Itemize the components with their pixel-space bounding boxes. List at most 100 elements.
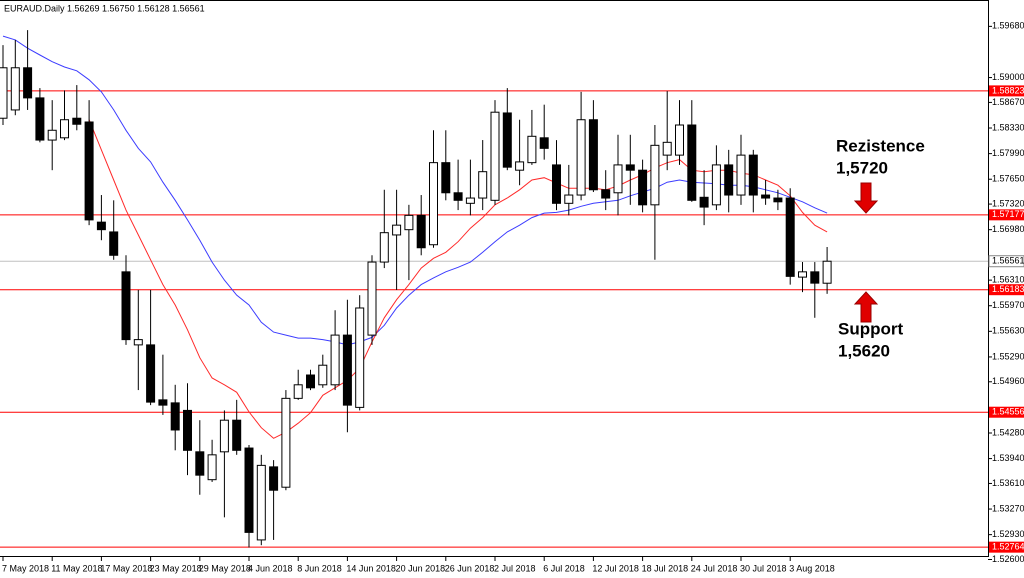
candle-body (613, 164, 623, 194)
y-tick-label: 1.55290 (992, 351, 1024, 361)
y-tick-label: 1.59680 (992, 21, 1024, 31)
y-tick-label: 1.58670 (992, 97, 1024, 107)
x-tick-label: 2 Jul 2018 (494, 563, 536, 573)
candle-body (72, 117, 82, 125)
arrow-up (853, 291, 879, 323)
candle-body (429, 162, 438, 246)
candle-body (244, 447, 254, 533)
candle-body (601, 189, 611, 199)
annotation-title: Support (838, 319, 903, 338)
y-tick-label: 1.52930 (992, 529, 1024, 539)
candle-body (219, 419, 229, 453)
header: EURAUD.Daily 1.56269 1.56750 1.56128 1.5… (4, 3, 205, 13)
candle-body (687, 124, 697, 201)
candle-body (785, 197, 795, 277)
candle-body (822, 260, 832, 284)
candle-body (367, 261, 377, 336)
candle-body (441, 162, 451, 194)
candle-body (404, 214, 414, 231)
candle-body (183, 409, 192, 451)
candle-body (724, 164, 734, 196)
annotation-label: 1,5720 (836, 158, 888, 177)
candle-body (798, 271, 807, 278)
candle-body (478, 171, 488, 199)
candle-body (330, 334, 340, 386)
candle-body (638, 169, 648, 206)
candle-body (84, 121, 94, 221)
y-tick-label: 1.56310 (992, 275, 1024, 285)
candle-body (662, 141, 672, 156)
candle-body (810, 271, 820, 284)
candle-body (379, 232, 389, 263)
price-label: 1.56561 (992, 256, 1024, 266)
candle-body (650, 144, 660, 206)
candle-body (170, 402, 180, 431)
candle-body (453, 192, 463, 201)
y-tick-label: 1.59000 (992, 72, 1024, 82)
candle-body (416, 214, 426, 249)
candle-body (281, 397, 291, 488)
level-label: 1.57177 (992, 209, 1024, 219)
candle-body (527, 135, 537, 164)
x-tick-label: 17 May 2018 (100, 563, 152, 573)
level-label: 1.58823 (992, 85, 1024, 95)
x-tick-label: 3 Aug 2018 (789, 563, 835, 573)
x-tick-label: 26 Jun 2018 (445, 563, 495, 573)
candle-body (318, 364, 328, 386)
annotation-label: 1,5620 (838, 341, 890, 360)
candle-body (564, 194, 574, 204)
x-tick-label: 8 Jun 2018 (297, 563, 342, 573)
candle-body (269, 466, 279, 491)
x-tick-label: 6 Jul 2018 (543, 563, 585, 573)
y-tick-label: 1.56980 (992, 224, 1024, 234)
candle-body (146, 344, 156, 403)
candle-body (109, 231, 119, 256)
y-tick-label: 1.55630 (992, 326, 1024, 336)
y-tick-label: 1.54280 (992, 427, 1024, 437)
candle-body (675, 124, 684, 156)
x-tick-label: 18 Jul 2018 (642, 563, 689, 573)
plot (0, 30, 988, 548)
level-tag (989, 541, 1024, 553)
candle-body (195, 451, 205, 476)
x-tick-label: 14 Jun 2018 (346, 563, 396, 573)
candle-body (355, 307, 365, 408)
y-tick-label: 1.52600 (992, 554, 1024, 564)
candle-body (47, 129, 57, 141)
x-tick-label: 24 Jul 2018 (691, 563, 738, 573)
candle-body (60, 119, 69, 139)
candle-body (133, 339, 143, 346)
y-tick-label: 1.53270 (992, 503, 1024, 513)
candle-body (552, 164, 561, 204)
candle-body (773, 197, 783, 203)
x-tick-label: 12 Jul 2018 (592, 563, 639, 573)
level-tag (989, 284, 1024, 296)
candle-body (35, 97, 45, 141)
level-label: 1.56183 (992, 284, 1024, 294)
level-tag (989, 209, 1024, 221)
candle-body (711, 164, 721, 206)
candle-body (207, 454, 217, 481)
candle-body (748, 154, 758, 196)
candle-body (23, 67, 33, 99)
y-tick-label: 1.53610 (992, 478, 1024, 488)
candle-body (256, 464, 266, 541)
x-tick-label: 4 Jun 2018 (248, 563, 293, 573)
y-tick-label: 1.58330 (992, 122, 1024, 132)
arrow-down (853, 182, 879, 214)
candle-body (465, 197, 475, 204)
candle-body (96, 221, 106, 231)
level-label: 1.54556 (992, 407, 1024, 417)
x-tick-label: 7 May 2018 (2, 563, 49, 573)
x-tick-label: 20 Jun 2018 (396, 563, 446, 573)
x-tick-label: 30 Jul 2018 (740, 563, 787, 573)
candle-body (342, 334, 352, 406)
y-tick-label: 1.57990 (992, 148, 1024, 158)
y-tick-label: 1.55970 (992, 300, 1024, 310)
y-tick-label: 1.53940 (992, 453, 1024, 463)
level-tag (989, 406, 1024, 418)
x-tick-label: 11 May 2018 (51, 563, 102, 573)
candle-body (576, 119, 586, 196)
